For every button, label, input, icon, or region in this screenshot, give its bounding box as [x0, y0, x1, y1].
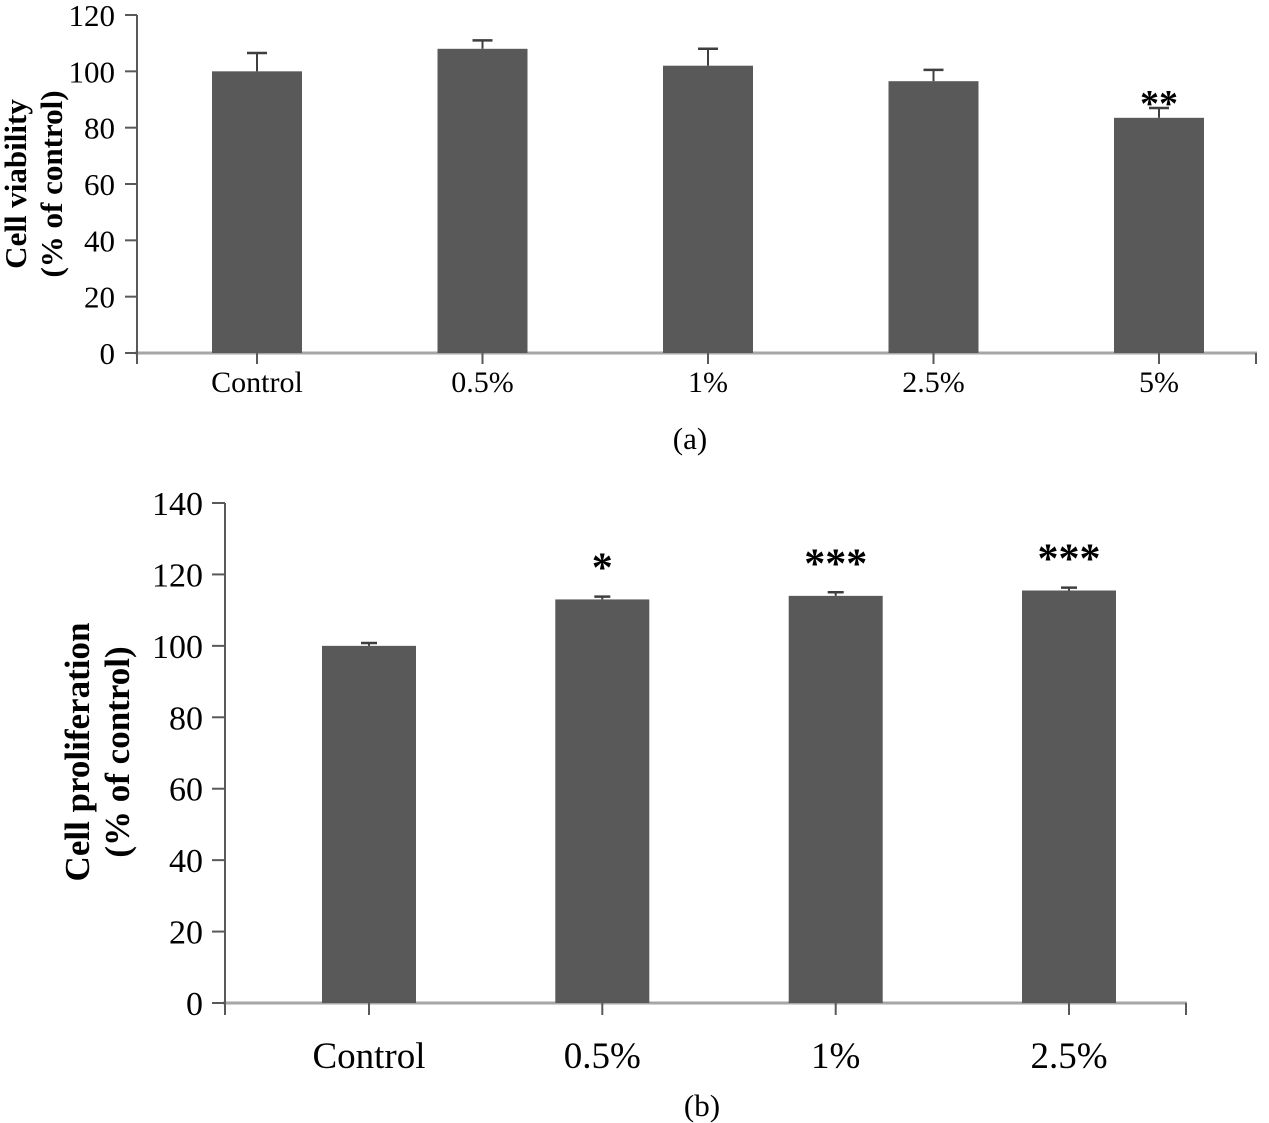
- bar-control: [322, 645, 416, 1003]
- y-tick-label: 100: [69, 54, 116, 89]
- bar-1: [663, 65, 753, 353]
- y-tick-label: 80: [84, 111, 115, 146]
- y-tick-label: 0: [100, 336, 116, 371]
- significance-label: **: [1140, 83, 1178, 125]
- bar-1: [788, 595, 883, 1003]
- y-tick-label: 80: [169, 700, 203, 737]
- x-category-label: 5%: [1139, 366, 1179, 399]
- significance-label: ***: [804, 541, 867, 587]
- x-category-label: 2.5%: [902, 366, 965, 399]
- cell-viability-chart: 0 20 40 60 80 100 120 Control 0.5% 1% 2.5% ** 5% Cell…: [0, 0, 1257, 456]
- bar-25: [1022, 590, 1116, 1003]
- y-axis-title-line: (% of control): [98, 646, 137, 857]
- x-category-label: 0.5%: [451, 366, 514, 399]
- panel-caption: (b): [684, 1088, 720, 1123]
- y-tick-label: 40: [84, 223, 115, 258]
- y-tick-label: 0: [186, 986, 203, 1023]
- y-tick-label: 140: [152, 486, 203, 523]
- y-axis-title-line: Cell proliferation: [58, 623, 97, 882]
- y-axis-title-line: (% of control): [34, 90, 69, 277]
- x-category-label: 1%: [811, 1036, 860, 1077]
- x-category-label: 2.5%: [1030, 1036, 1107, 1077]
- bar-05: [555, 599, 650, 1003]
- bar-5: [1114, 117, 1204, 353]
- x-category-label: Control: [211, 366, 303, 399]
- y-tick-label: 120: [152, 557, 203, 594]
- significance-label: *: [592, 546, 613, 592]
- cell-proliferation-chart: 0 20 40 60 80 100 120 140 Control * 0.5% *** 1% *** 2.…: [58, 486, 1187, 1123]
- y-tick-label: 20: [169, 915, 203, 952]
- y-tick-label: 60: [84, 167, 115, 202]
- y-tick-label: 120: [69, 0, 116, 33]
- significance-label: ***: [1038, 537, 1101, 583]
- bar-25: [888, 81, 979, 354]
- bar-control: [212, 71, 302, 353]
- y-tick-label: 100: [152, 629, 203, 666]
- x-category-label: 1%: [688, 366, 728, 399]
- x-category-label: Control: [312, 1036, 425, 1077]
- y-tick-label: 40: [169, 843, 203, 880]
- x-category-label: 0.5%: [564, 1036, 641, 1077]
- bar-05: [437, 48, 528, 354]
- y-tick-label: 60: [169, 772, 203, 809]
- y-tick-label: 20: [84, 280, 115, 315]
- panel-caption: (a): [673, 421, 707, 456]
- y-axis-title-line: Cell viability: [0, 99, 33, 269]
